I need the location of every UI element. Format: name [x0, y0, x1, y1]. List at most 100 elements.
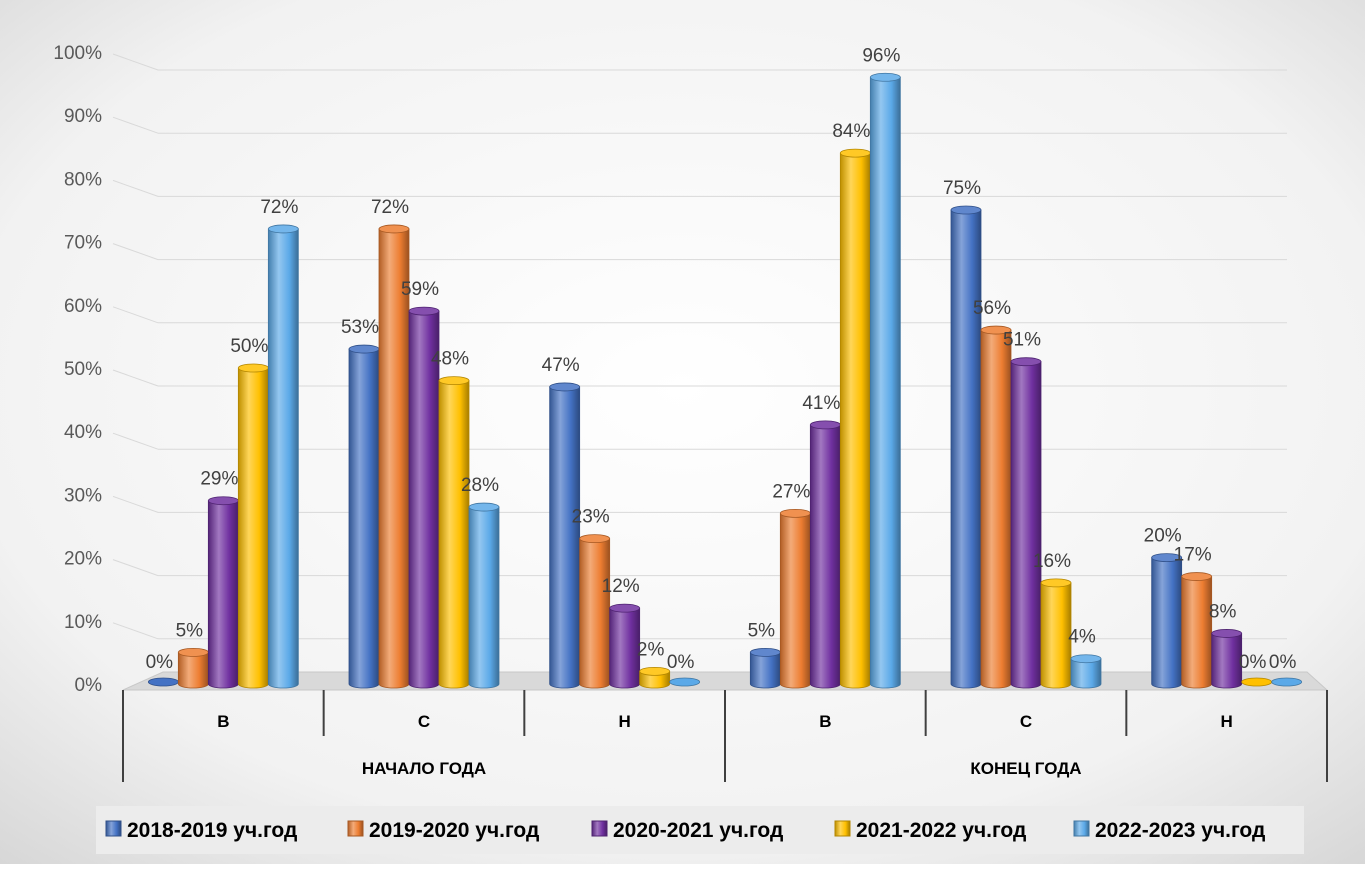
category-label: В	[217, 712, 229, 731]
category-label: Н	[619, 712, 631, 731]
legend-swatch	[834, 820, 851, 837]
y-tick-label: 80%	[64, 169, 102, 190]
bar	[408, 306, 440, 689]
data-label: 5%	[176, 620, 204, 641]
y-tick-label: 20%	[64, 549, 102, 570]
gridline-diagonal	[112, 495, 159, 513]
group-label: НАЧАЛО ГОДА	[362, 759, 486, 778]
y-tick-label: 70%	[64, 233, 102, 254]
bar	[1271, 677, 1303, 687]
y-tick-label: 90%	[64, 106, 102, 127]
data-label: 50%	[230, 336, 268, 357]
data-label: 12%	[602, 576, 640, 597]
gridline-diagonal	[112, 179, 159, 197]
data-label: 53%	[341, 317, 379, 338]
legend-swatch	[1073, 820, 1090, 837]
bar	[839, 148, 871, 689]
gridline-diagonal	[112, 559, 159, 577]
legend-label: 2018-2019 уч.год	[127, 819, 297, 842]
bar	[549, 382, 581, 689]
data-label: 2%	[637, 639, 665, 660]
bar	[1070, 654, 1102, 689]
bar	[1181, 572, 1213, 689]
data-label: 48%	[431, 349, 469, 370]
data-label: 4%	[1068, 627, 1096, 648]
bar	[267, 224, 299, 689]
group-label: КОНЕЦ ГОДА	[970, 759, 1081, 778]
bar	[809, 420, 841, 689]
y-tick-label: 60%	[64, 296, 102, 317]
bar	[579, 534, 611, 689]
bar	[378, 224, 410, 689]
data-label: 0%	[667, 652, 695, 673]
legend-label: 2020-2021 уч.год	[613, 819, 783, 842]
legend-item: 2018-2019 уч.год	[105, 819, 297, 842]
bar	[1241, 677, 1273, 687]
chart-floor	[122, 671, 1329, 691]
bar	[1010, 357, 1042, 689]
legend-item: 2022-2023 уч.год	[1073, 819, 1265, 842]
data-label: 72%	[371, 197, 409, 218]
category-label: С	[418, 712, 430, 731]
data-label: 72%	[260, 197, 298, 218]
data-label: 41%	[802, 393, 840, 414]
data-label: 5%	[748, 620, 776, 641]
legend-label: 2019-2020 уч.год	[369, 819, 539, 842]
data-label: 96%	[862, 45, 900, 66]
legend-swatch	[105, 820, 122, 837]
bar	[468, 502, 500, 689]
bar	[749, 648, 781, 689]
bar	[1151, 553, 1183, 689]
data-label: 0%	[1239, 652, 1267, 673]
data-label: 29%	[200, 469, 238, 490]
bar	[980, 325, 1012, 689]
legend-label: 2021-2022 уч.год	[856, 819, 1026, 842]
bar	[438, 376, 470, 689]
gridline-diagonal	[112, 369, 159, 387]
bar	[1211, 629, 1243, 689]
data-label: 20%	[1144, 526, 1182, 547]
data-label: 16%	[1033, 551, 1071, 572]
bar	[669, 677, 701, 687]
legend-box	[96, 806, 1304, 854]
legend-label: 2022-2023 уч.год	[1095, 819, 1265, 842]
legend-swatch	[347, 820, 364, 837]
y-tick-label: 10%	[64, 612, 102, 633]
bar	[950, 205, 982, 689]
category-label: С	[1020, 712, 1032, 731]
y-tick-label: 0%	[75, 675, 103, 696]
gridline-diagonal	[112, 243, 159, 261]
bar	[177, 648, 209, 689]
legend-item: 2021-2022 уч.год	[834, 819, 1026, 842]
bar	[207, 496, 239, 689]
bar	[348, 344, 380, 689]
data-label: 0%	[1269, 652, 1297, 673]
gridline-diagonal	[112, 432, 159, 450]
data-label: 8%	[1209, 601, 1237, 622]
data-label: 27%	[772, 481, 810, 502]
bar	[147, 677, 179, 687]
category-label: В	[819, 712, 831, 731]
bar	[639, 666, 671, 689]
data-label: 47%	[542, 355, 580, 376]
bar	[237, 363, 269, 689]
y-tick-label: 100%	[53, 43, 102, 64]
gridline-diagonal	[112, 53, 159, 71]
data-label: 51%	[1003, 330, 1041, 351]
data-label: 59%	[401, 279, 439, 300]
legend-item: 2020-2021 уч.год	[591, 819, 783, 842]
bar	[869, 72, 901, 689]
y-tick-label: 30%	[64, 485, 102, 506]
gridline-diagonal	[112, 116, 159, 134]
data-label: 56%	[973, 298, 1011, 319]
gridline-diagonal	[112, 306, 159, 324]
data-label: 0%	[146, 652, 174, 673]
legend-swatch	[591, 820, 608, 837]
bar	[1040, 578, 1072, 689]
bar	[779, 508, 811, 689]
category-label: Н	[1221, 712, 1233, 731]
legend-item: 2019-2020 уч.год	[347, 819, 539, 842]
